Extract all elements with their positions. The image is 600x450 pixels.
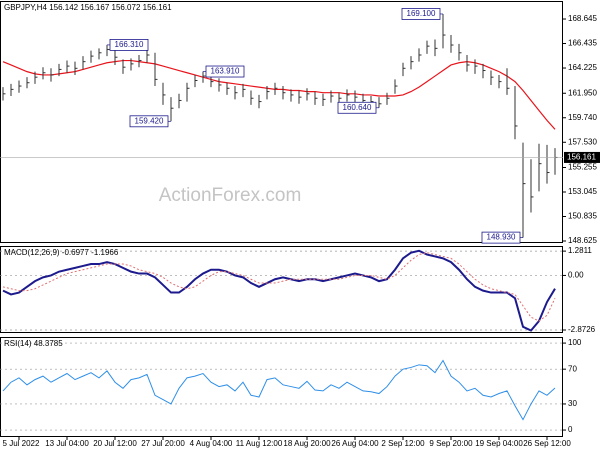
- line: [2, 59, 556, 130]
- annotation-box: [481, 231, 521, 244]
- annotation-label: 159.420: [135, 116, 164, 125]
- panel-frame: [0, 246, 563, 333]
- annotation-box: [337, 101, 377, 114]
- watermark: ActionForex.com: [159, 185, 302, 206]
- y-tick-label: 1.2811: [568, 246, 592, 255]
- y-tick-label: 0.00: [568, 271, 584, 280]
- annotation-box: [205, 65, 245, 78]
- x-tick-label: 5 Jul 2022: [3, 439, 40, 448]
- y-tick-label: 166.435: [568, 39, 597, 48]
- x-tick-label: 19 Sep 04:00: [475, 439, 523, 448]
- x-tick-label: 13 Jul 04:00: [45, 439, 89, 448]
- x-tick-label: 26 Aug 04:00: [331, 439, 379, 448]
- x-tick-label: 18 Aug 20:00: [283, 439, 331, 448]
- x-tick-label: 26 Sep 12:00: [523, 439, 571, 448]
- annotation-box: [401, 8, 441, 20]
- x-tick-label: 2 Sep 12:00: [381, 439, 425, 448]
- x-tick-label: 27 Jul 20:00: [141, 439, 185, 448]
- x-tick-label: 9 Sep 20:00: [429, 439, 473, 448]
- annotation-label: 169.100: [407, 9, 436, 18]
- y-tick-label: 100: [568, 338, 582, 347]
- current-price-label: 156.161: [567, 153, 596, 162]
- panel-title: GBPJPY,H4 156.142 156.167 156.072 156.16…: [4, 3, 172, 12]
- x-tick-label: 11 Aug 12:00: [236, 439, 283, 448]
- y-tick-label: 155.255: [568, 163, 597, 172]
- line: [2, 359, 556, 421]
- annotation-box: [109, 39, 149, 51]
- y-tick-label: 148.625: [568, 236, 597, 245]
- annotation-label: 166.310: [115, 40, 144, 49]
- panel-frame: [0, 337, 563, 437]
- y-tick-label: 150.835: [568, 212, 597, 221]
- y-tick-label: 30: [568, 399, 577, 408]
- y-tick-label: 153.045: [568, 187, 597, 196]
- annotation-label: 163.910: [211, 67, 240, 76]
- annotation-box: [129, 115, 169, 128]
- annotation-label: 160.640: [343, 103, 372, 112]
- y-tick-label: 70: [568, 364, 577, 373]
- line: [2, 249, 556, 332]
- y-tick-label: 0: [568, 425, 573, 434]
- x-tick-label: 20 Jul 12:00: [93, 439, 137, 448]
- y-tick-label: 168.645: [568, 14, 597, 23]
- panel-title: MACD(12,26,9) -0.6977 -1.1966: [4, 248, 119, 257]
- line: [2, 252, 556, 322]
- y-tick-label: 161.950: [568, 88, 597, 97]
- current-price-box: [564, 151, 600, 163]
- annotation-label: 148.930: [487, 233, 516, 242]
- y-tick-label: 159.740: [568, 113, 597, 122]
- panel-title: RSI(14) 48.3785: [4, 339, 63, 348]
- x-tick-label: 4 Aug 04:00: [190, 439, 233, 448]
- y-tick-label: -2.8726: [568, 325, 596, 334]
- y-tick-label: 157.530: [568, 137, 597, 146]
- y-tick-label: 164.225: [568, 63, 597, 72]
- panel-frame: [0, 1, 563, 243]
